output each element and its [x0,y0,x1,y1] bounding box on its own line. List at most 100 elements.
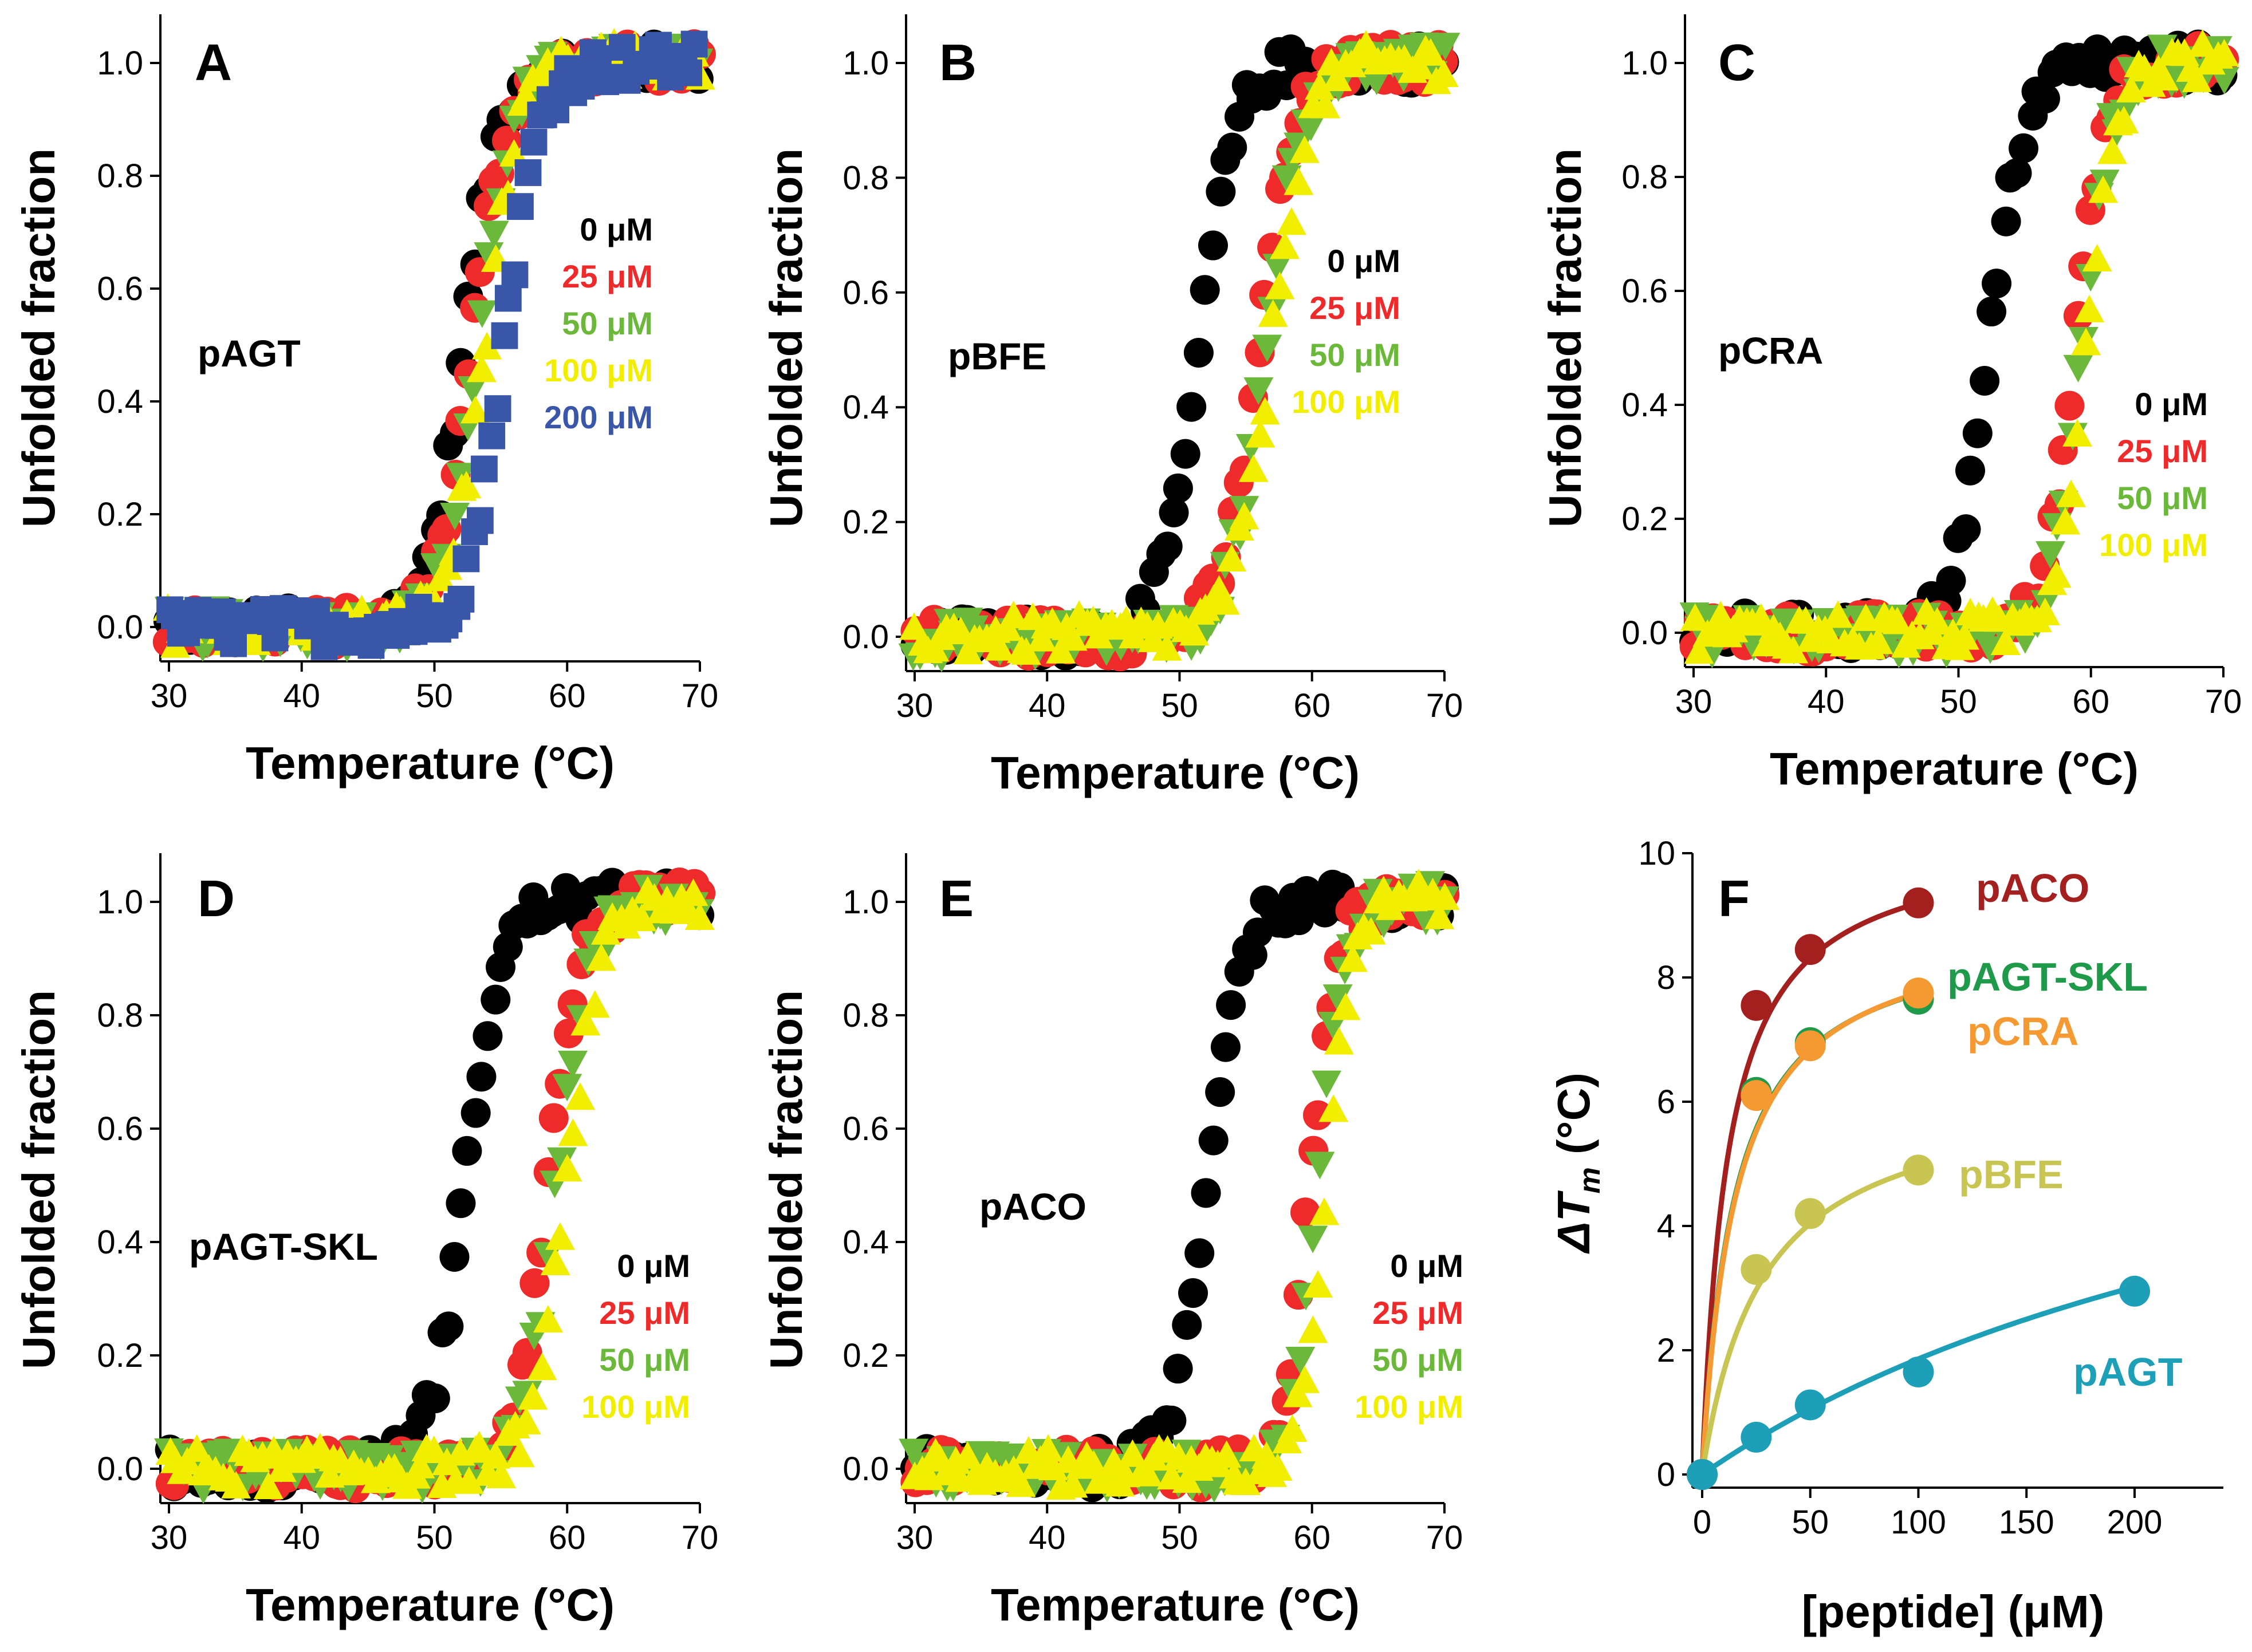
data-point [1245,420,1275,448]
x-tick-label: 70 [682,1519,719,1556]
x-tick-label: 70 [1426,1519,1463,1556]
series-4 [156,30,708,660]
data-point [1922,607,1952,635]
data-point [1882,606,1912,634]
x-tick-label: 100 [1891,1504,1946,1541]
data-point [1430,33,1460,61]
data-point [182,1434,212,1462]
data-point [2063,354,2093,383]
y-tick-label: 0.0 [1621,614,1668,652]
legend-entry: 50 μM [1309,337,1400,373]
data-point [1298,1225,1328,1253]
data-point [466,354,497,383]
data-point [547,1147,577,1175]
x-axis-title: Temperature (°C) [991,747,1360,798]
data-point [1903,977,1934,1009]
data-point [1170,439,1200,469]
data-point [447,586,475,613]
data-point [1361,68,1392,96]
panel-letter: F [1718,870,1750,928]
x-tick-label: 30 [151,1519,188,1556]
data-point [1778,636,1809,664]
y-tick-label: 0.4 [842,389,889,426]
data-point [985,633,1015,661]
legend-entry: 25 μM [599,1295,690,1331]
data-point [1262,1453,1293,1481]
data-point [460,1098,491,1128]
series-3 [899,30,1459,665]
y-tick-label: 0.6 [97,270,143,307]
data-point [2074,294,2104,322]
data-point [1198,230,1229,261]
y-tick-label: 0.8 [842,997,889,1034]
data-point [1117,1439,1148,1467]
data-point [2054,391,2085,421]
data-point [434,1311,464,1342]
x-tick-label: 40 [1808,683,1845,720]
data-point [1312,1070,1342,1098]
y-tick-label: 0.2 [97,496,143,533]
data-point [1990,627,2021,656]
data-point [1970,366,2000,396]
y-tick-label: 0.0 [97,1450,143,1488]
data-point [2109,105,2139,134]
peptide-label: pBFE [948,335,1046,377]
x-tick-label: 30 [1675,683,1712,720]
legend-entry: 50 μM [562,305,653,341]
data-point [1285,1347,1316,1375]
y-tick-label: 1.0 [1621,45,1668,82]
data-point [481,984,511,1015]
data-point [1298,1315,1328,1343]
data-point [460,396,490,424]
x-tick-label: 40 [283,677,320,715]
data-point [473,1021,503,1051]
legend: 0 μM 25 μM 50 μM 100 μM [1292,243,1400,420]
data-point [1289,135,1320,163]
x-axis-title: Temperature (°C) [246,1579,615,1630]
data-point [1190,275,1220,305]
data-point [420,1383,450,1414]
data-point [452,1135,482,1166]
data-point [501,261,529,289]
data-point [1428,60,1459,88]
data-point [452,545,480,573]
legend: 0 μM 25 μM 50 μM 100 μM [2099,386,2208,563]
x-axis-title: Temperature (°C) [1770,743,2139,794]
data-point [1176,392,1207,422]
x-tick-label: 30 [151,677,188,715]
legend-entry: 200 μM [544,399,653,435]
data-point [1216,544,1247,572]
data-point [2030,597,2060,625]
y-tick-label: 6 [1657,1083,1675,1121]
data-point [1318,1094,1349,1122]
panel-d: 0.0 0.2 0.4 0.6 0.8 1.0 30 40 50 60 70 Temperature … [13,853,718,1630]
data-point [1337,944,1368,972]
data-point [1415,38,1446,66]
y-axis-title: Unfolded fraction [761,990,812,1369]
data-point [491,322,518,349]
data-point [446,1188,476,1219]
data-point [514,159,542,186]
data-point [611,910,641,939]
data-point [1243,377,1274,405]
data-point [627,904,657,932]
data-point [675,59,703,86]
data-point [253,1471,284,1499]
panel-letter: C [1718,34,1755,92]
data-point [467,300,497,328]
series-3 [155,876,715,1499]
data-point [1211,1440,1242,1468]
data-point [507,193,534,220]
data-point [1216,990,1246,1020]
panel-letter: D [198,870,235,928]
data-point [494,285,522,312]
data-point [2082,244,2112,272]
y-tick-label: 0.8 [97,997,143,1034]
x-tick-label: 50 [416,677,453,715]
data-point [1794,1198,1826,1229]
y-tick-label: 0 [1657,1456,1675,1493]
series-label: pAGT [2073,1350,2183,1394]
data-point [2088,175,2119,203]
data-point [1823,600,1853,628]
